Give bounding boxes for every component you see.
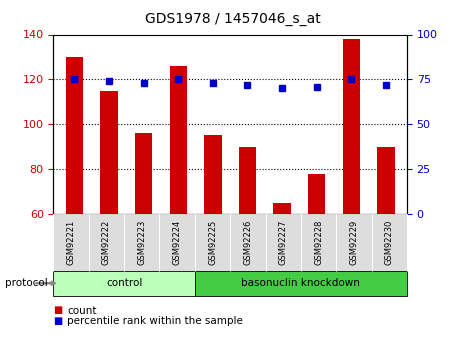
Bar [343,39,360,214]
Bar [273,203,291,214]
Text: GSM92227: GSM92227 [279,220,288,265]
Text: ■: ■ [53,316,63,326]
Text: GSM92229: GSM92229 [349,220,359,265]
Text: GDS1978 / 1457046_s_at: GDS1978 / 1457046_s_at [145,12,320,26]
Bar [170,66,187,214]
Text: GSM92225: GSM92225 [208,220,217,265]
Text: count: count [67,306,97,315]
Bar [66,57,83,214]
Text: GSM92224: GSM92224 [173,220,182,265]
Text: protocol: protocol [5,278,47,288]
Bar [239,147,256,214]
Text: GSM92226: GSM92226 [243,220,252,265]
Bar [308,174,326,214]
Bar [204,135,221,214]
Bar [100,90,118,214]
Text: control: control [106,278,142,288]
Text: basonuclin knockdown: basonuclin knockdown [241,278,360,288]
Bar [378,147,395,214]
Bar [135,133,152,214]
Text: GSM92228: GSM92228 [314,220,323,265]
Text: percentile rank within the sample: percentile rank within the sample [67,316,243,326]
Text: ■: ■ [53,306,63,315]
Text: GSM92221: GSM92221 [66,220,76,265]
Text: GSM92230: GSM92230 [385,220,394,265]
Text: GSM92222: GSM92222 [102,220,111,265]
Text: GSM92223: GSM92223 [137,220,146,265]
